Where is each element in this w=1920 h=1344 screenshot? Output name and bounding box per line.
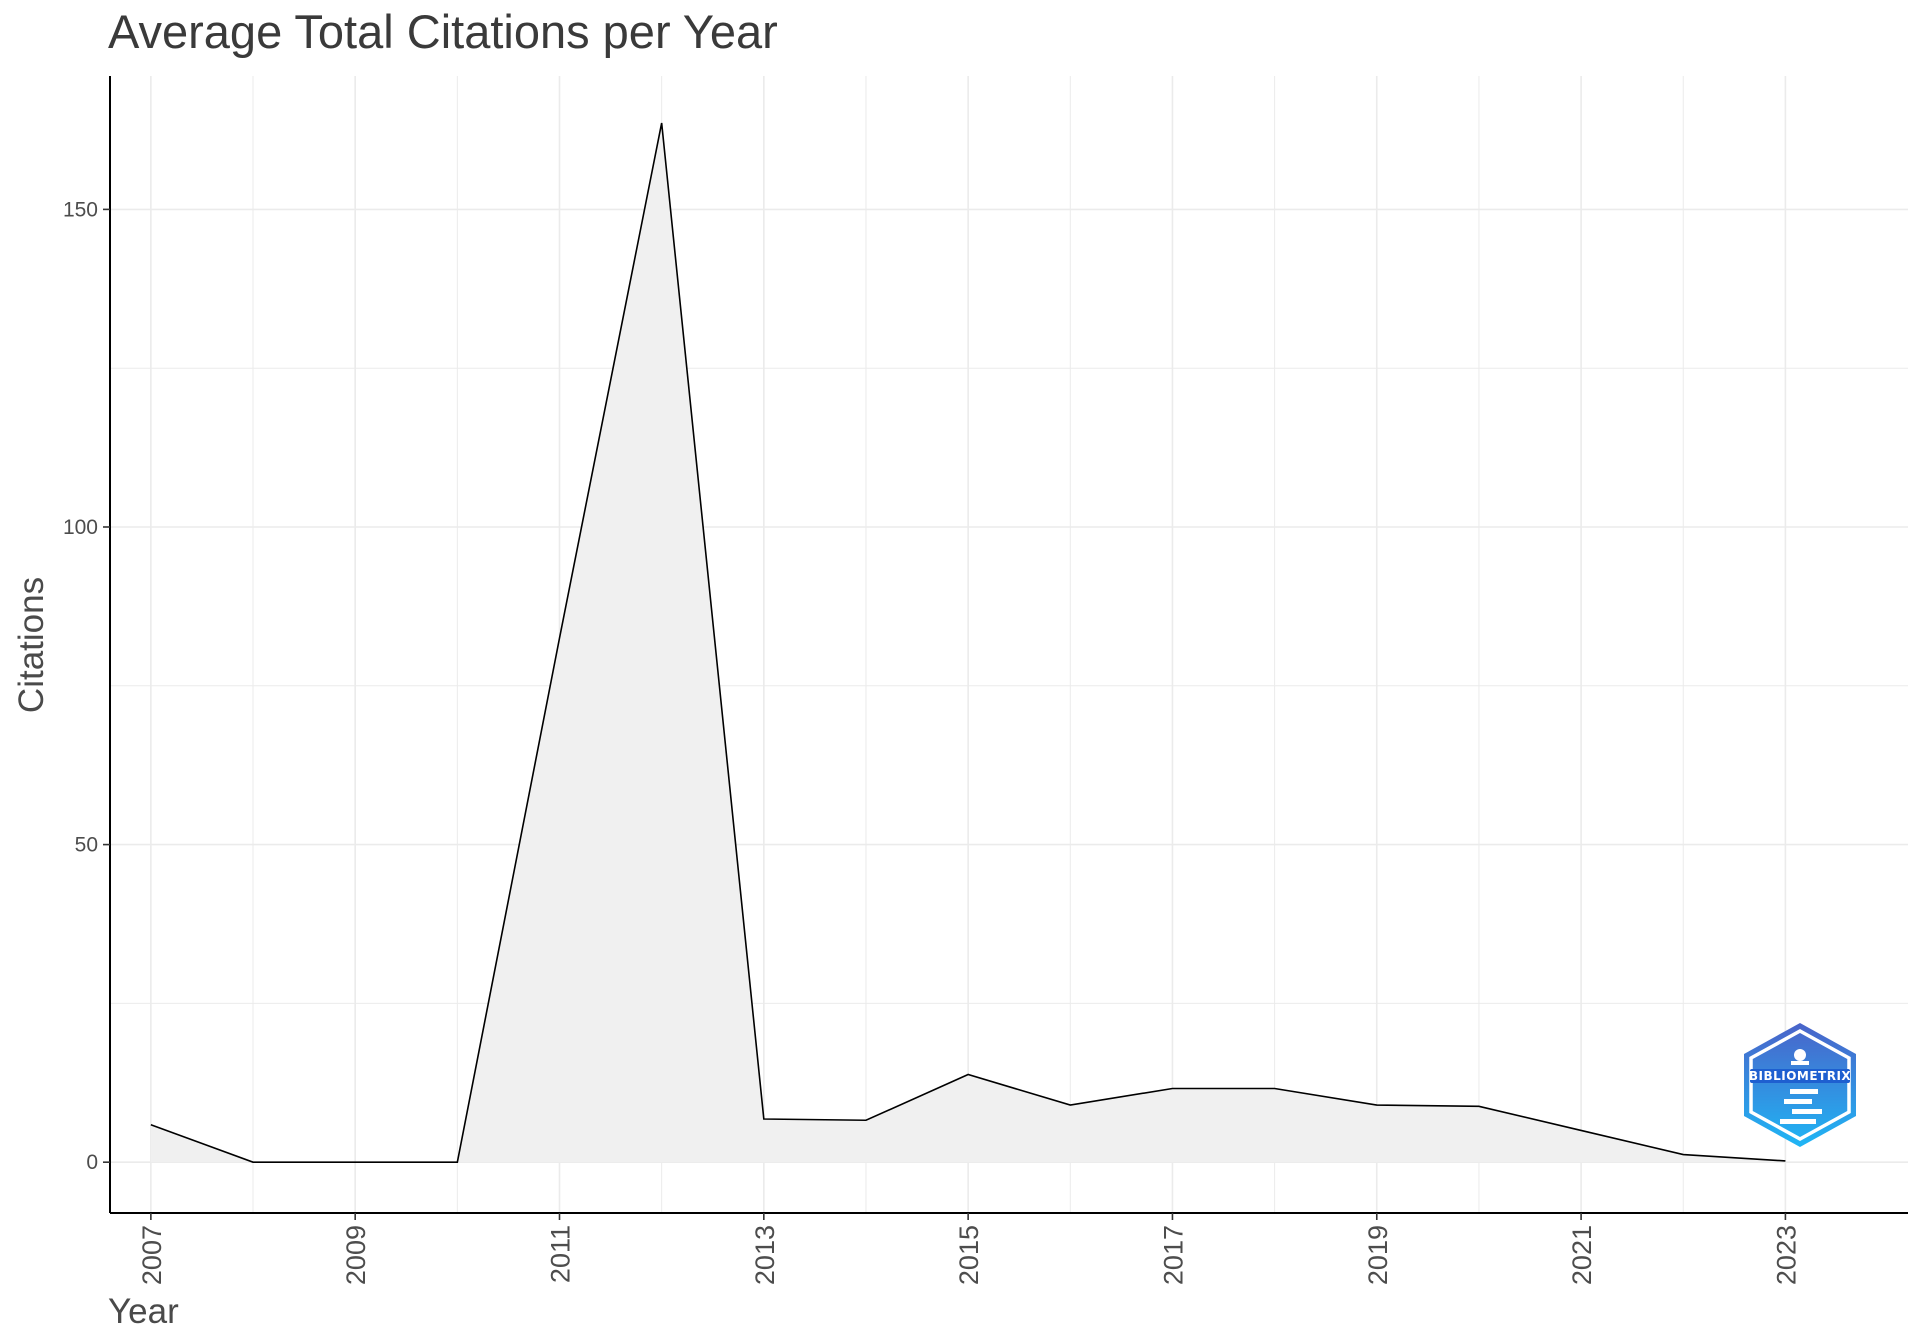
x-tick-label: 2011 [546, 1225, 576, 1283]
x-tick-label: 2007 [137, 1225, 167, 1285]
x-tick-label: 2009 [341, 1225, 371, 1285]
y-tick-label: 100 [63, 516, 98, 539]
x-axis-title: Year [108, 1292, 179, 1331]
x-tick-label: 2017 [1158, 1225, 1188, 1285]
chart-title: Average Total Citations per Year [108, 5, 778, 58]
y-tick-label: 0 [86, 1151, 98, 1174]
x-tick-label: 2021 [1567, 1225, 1597, 1285]
axes [109, 76, 1908, 1214]
major-x-gridlines [150, 76, 1787, 1213]
logo-text: BIBLIOMETRIX [1749, 1069, 1852, 1083]
y-tick-label: 150 [63, 198, 98, 221]
y-axis-title: Citations [12, 577, 51, 713]
bibliometrix-lighthouse-logo: BIBLIOMETRIX [1744, 1023, 1856, 1147]
y-axis-ticks: 0 50 100 150 [63, 198, 110, 1174]
series-line [150, 122, 1786, 1163]
area-fill [150, 123, 1786, 1163]
x-tick-label: 2013 [750, 1225, 780, 1285]
minor-y-gridlines [110, 367, 1908, 1004]
x-tick-label: 2015 [954, 1225, 984, 1285]
y-tick-label: 50 [75, 834, 98, 857]
x-tick-label: 2019 [1363, 1225, 1393, 1285]
x-tick-label: 2023 [1771, 1225, 1801, 1285]
x-axis-ticks: 2007 2009 2011 2013 2015 2017 2019 2021 2023 [137, 1213, 1801, 1285]
